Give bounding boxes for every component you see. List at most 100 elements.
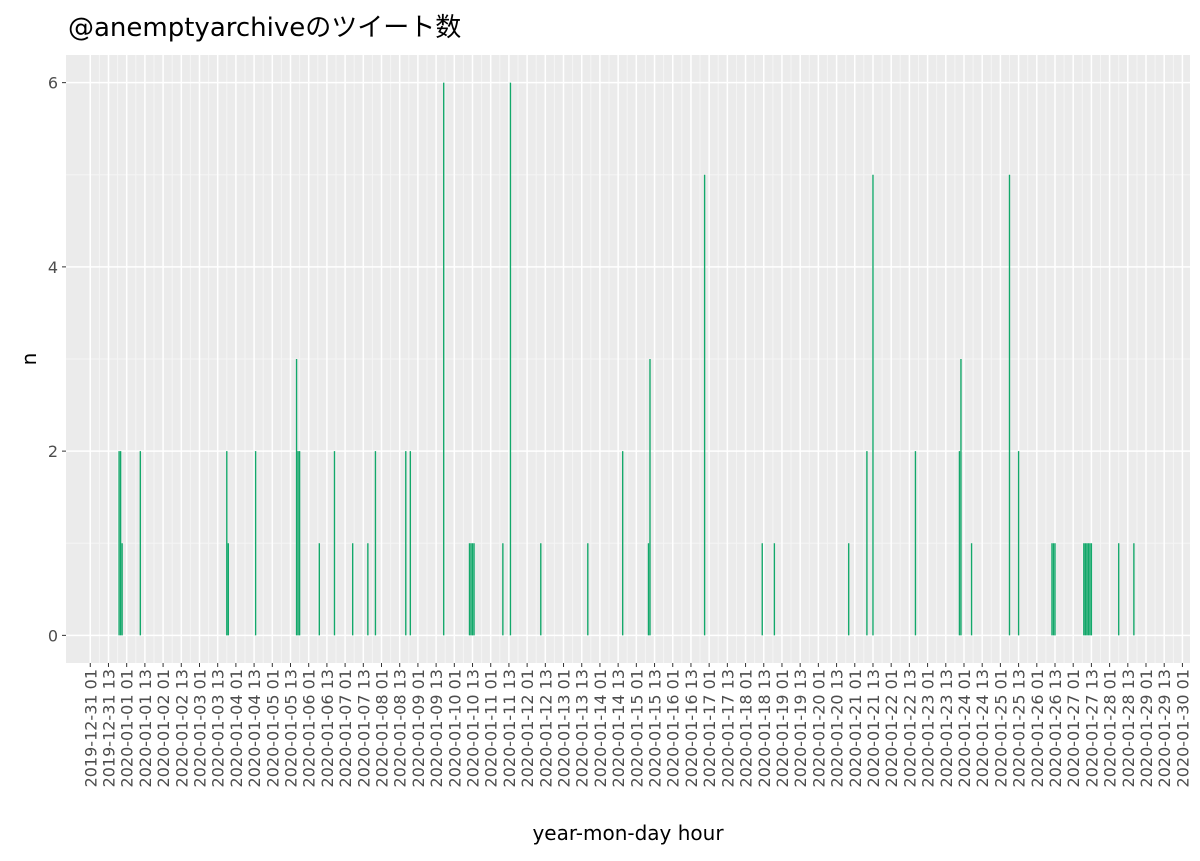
x-tick-label: 2020-01-13 13 — [573, 669, 592, 787]
x-tick-label: 2020-01-03 01 — [190, 669, 209, 787]
bar — [254, 451, 257, 636]
x-tick-label: 2020-01-17 13 — [718, 669, 737, 787]
x-tick-label: 2020-01-22 01 — [882, 669, 901, 787]
bar — [872, 174, 874, 636]
x-tick-label: 2020-01-19 01 — [773, 669, 792, 787]
x-tick-label: 2020-01-07 13 — [354, 669, 373, 787]
x-tick-label: 2020-01-27 01 — [1064, 669, 1083, 787]
bar — [540, 543, 542, 636]
x-tick-label: 2020-01-21 13 — [864, 669, 883, 787]
bar — [960, 359, 962, 636]
x-tick-label: 2020-01-25 01 — [991, 669, 1010, 787]
x-tick-label: 2020-01-11 01 — [482, 669, 501, 787]
y-tick-label: 2 — [48, 442, 58, 461]
bar — [649, 359, 651, 636]
x-tick-label: 2020-01-09 13 — [427, 669, 446, 787]
y-tick-label: 0 — [48, 626, 58, 645]
x-tick-label: 2020-01-22 13 — [900, 669, 919, 787]
x-tick-label: 2020-01-14 01 — [591, 669, 610, 787]
bar — [1087, 543, 1090, 636]
x-tick-label: 2020-01-23 13 — [937, 669, 956, 787]
bar — [587, 543, 589, 636]
x-tick-label: 2019-12-31 13 — [99, 669, 118, 787]
y-tick-label: 6 — [48, 74, 58, 93]
bar — [622, 451, 624, 636]
y-tick-label: 4 — [48, 258, 58, 277]
bar — [1118, 543, 1120, 636]
x-axis-label: year-mon-day hour — [532, 821, 724, 845]
x-tick-label: 2020-01-24 13 — [973, 669, 992, 787]
x-tick-label: 2020-01-14 13 — [609, 669, 628, 787]
x-tick-label: 2020-01-04 01 — [227, 669, 246, 787]
x-tick-label: 2020-01-26 01 — [1028, 669, 1047, 787]
x-tick-label: 2020-01-28 13 — [1119, 669, 1138, 787]
bar — [226, 451, 228, 636]
x-tick-label: 2020-01-04 13 — [245, 669, 264, 787]
bar — [471, 543, 474, 636]
bar — [118, 451, 120, 636]
bar — [298, 451, 301, 636]
bar — [1054, 543, 1056, 636]
x-tick-label: 2020-01-16 01 — [664, 669, 683, 787]
x-tick-label: 2020-01-08 13 — [391, 669, 410, 787]
x-tick-label: 2020-01-08 01 — [373, 669, 392, 787]
bar — [1133, 543, 1135, 636]
x-tick-label: 2020-01-15 01 — [627, 669, 646, 787]
x-tick-label: 2019-12-31 01 — [81, 669, 100, 787]
bar — [703, 174, 706, 636]
bar — [405, 451, 407, 636]
bar — [773, 543, 776, 636]
bar — [121, 543, 123, 636]
bar — [470, 543, 472, 636]
bar — [1090, 543, 1093, 636]
x-tick-label: 2020-01-15 13 — [646, 669, 665, 787]
x-tick-label: 2020-01-17 01 — [700, 669, 719, 787]
bar — [1052, 543, 1055, 636]
bar — [333, 451, 336, 636]
x-tick-label: 2020-01-16 13 — [682, 669, 701, 787]
bar — [970, 543, 973, 636]
x-tick-label: 2020-01-30 01 — [1173, 669, 1192, 787]
bar — [958, 451, 961, 636]
x-tick-label: 2020-01-12 01 — [518, 669, 537, 787]
bar — [374, 451, 377, 636]
bar — [473, 543, 475, 636]
bar — [866, 451, 868, 636]
bar — [352, 543, 354, 636]
bar — [139, 451, 142, 636]
x-tick-label: 2020-01-09 01 — [409, 669, 428, 787]
x-tick-label: 2020-01-10 13 — [464, 669, 483, 787]
x-tick-label: 2020-01-06 13 — [318, 669, 337, 787]
bar — [1084, 543, 1087, 636]
bar — [502, 543, 504, 636]
x-tick-label: 2020-01-24 01 — [955, 669, 974, 787]
bar — [318, 543, 320, 636]
x-tick-label: 2020-01-10 01 — [445, 669, 464, 787]
x-tick-label: 2020-01-01 13 — [136, 669, 155, 787]
bar — [297, 451, 299, 636]
x-tick-label: 2020-01-18 13 — [755, 669, 774, 787]
bar — [1008, 174, 1011, 636]
x-tick-label: 2020-01-11 13 — [500, 669, 519, 787]
chart-title: @anemptyarchiveのツイート数 — [68, 13, 461, 43]
x-tick-label: 2020-01-02 13 — [172, 669, 191, 787]
x-tick-label: 2020-01-20 13 — [828, 669, 847, 787]
x-tick-label: 2020-01-18 01 — [737, 669, 756, 787]
bar — [468, 543, 471, 636]
x-tick-label: 2020-01-23 01 — [919, 669, 938, 787]
x-tick-label: 2020-01-21 01 — [846, 669, 865, 787]
bar — [761, 543, 763, 636]
x-tick-label: 2020-01-13 01 — [555, 669, 574, 787]
bar — [1086, 543, 1088, 636]
x-tick-label: 2020-01-25 13 — [1010, 669, 1029, 787]
bar — [1017, 451, 1020, 636]
bar — [227, 543, 229, 636]
bar — [1083, 543, 1085, 636]
bar — [1051, 543, 1053, 636]
x-tick-label: 2020-01-28 01 — [1101, 669, 1120, 787]
bar — [647, 543, 650, 636]
bar — [848, 543, 850, 636]
y-axis-label: n — [17, 353, 41, 366]
x-tick-label: 2020-01-29 13 — [1155, 669, 1174, 787]
